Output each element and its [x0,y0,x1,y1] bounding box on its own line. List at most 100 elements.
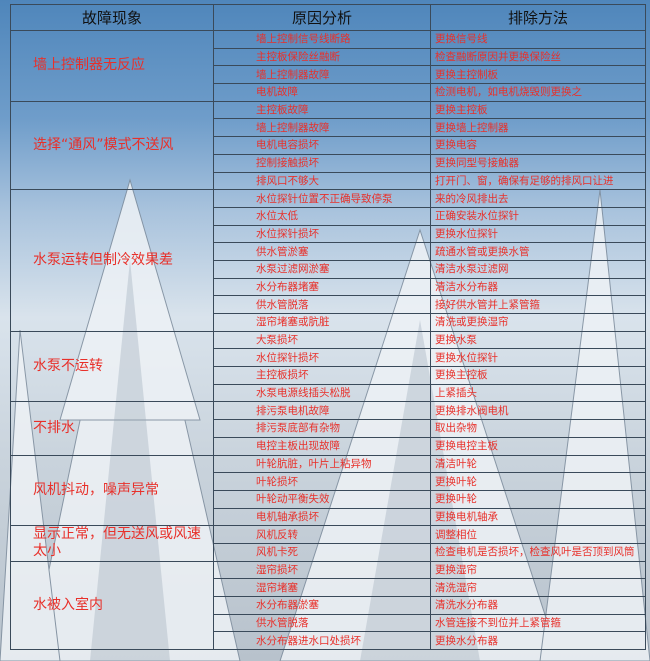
table-row: 水分布器进水口处损坏 更换水分布器 [11,631,646,651]
troubleshooting-table: 故障现象 原因分析 排除方法 墙上控制器无反应 墙上控制信号线断路 更换信号线 主控板… [10,4,646,651]
cause-cell: 电机轴承损坏 [213,507,431,527]
table-row: 选择“通风”模式不送风 主控板故障 更换主控板 [10,100,646,191]
table-row: 风机抖动，噪声异常 叶轮肮脏，叶片上粘异物 清洁叶轮 [10,454,646,527]
fix-cell: 清洗或更换湿帘 [430,313,646,332]
fix-cell: 来的冷风排出去 [430,189,646,208]
fix-cell: 打开门、窗，确保有足够的排风口让进 [430,171,646,191]
cause-cell: 供水管淤塞 [213,242,431,261]
table-row: 叶轮动平衡失效 更换叶轮 [11,489,646,509]
fix-cell: 清洁水泵过滤网 [430,259,646,279]
cause-cell: 水分布器堵塞 [213,277,431,297]
symptom-cell: 选择“通风”模式不送风 [10,100,214,191]
cause-cell: 风机卡死 [213,542,431,562]
table-body: 墙上控制器无反应 墙上控制信号线断路 更换信号线 主控板保险丝融断 检查融断原因并更换保… [10,30,646,651]
cause-cell: 风机反转 [213,525,431,544]
table-row: 湿帘堵塞 清洗湿帘 [11,578,646,597]
fix-cell: 清洁水分布器 [430,277,646,297]
table-row: 叶轮损坏 更换叶轮 [11,472,646,491]
symptom-cell: 不排水 [10,401,214,456]
cause-cell: 主控板损坏 [213,366,431,385]
cause-cell: 水分布器淤塞 [213,596,431,615]
header-fix: 排除方法 [430,4,646,31]
symptom-cell: 水泵运转但制冷效果差 [10,189,214,332]
cause-cell: 叶轮动平衡失效 [213,489,431,509]
cause-cell: 水位探针损坏 [213,348,431,368]
table-row: 不排水 排污泵电机故障 更换排水阀电机 [10,401,646,456]
cause-cell: 供水管脱落 [213,295,431,314]
fix-cell: 清洗湿帘 [430,578,646,597]
cause-cell: 湿帘堵塞或肮脏 [213,313,431,332]
table-row: 电机轴承损坏 更换电机轴承 [11,507,646,527]
fix-cell: 取出杂物 [430,419,646,438]
fix-cell: 更换主控制板 [430,65,646,85]
cause-cell: 电机故障 [213,83,431,102]
table-row: 显示正常，但无送风或风速太小 风机反转 调整相位 [10,525,646,562]
cause-cell: 水位探针损坏 [213,224,431,244]
table-row: 水泵运转但制冷效果差 水位探针位置不正确导致停泵 来的冷风排出去 [10,189,646,332]
symptom-cell: 墙上控制器无反应 [10,30,214,102]
cause-cell: 控制接触损坏 [213,153,431,173]
symptom-cell: 风机抖动，噪声异常 [10,454,214,527]
fix-cell: 调整相位 [430,525,646,544]
cause-cell: 水位太低 [213,206,431,226]
fix-cell: 检查融断原因并更换保险丝 [430,47,646,67]
cause-cell: 叶轮肮脏，叶片上粘异物 [213,454,431,474]
fix-cell: 接好供水管并上紧管箍 [430,295,646,314]
fix-cell: 清洁叶轮 [430,454,646,474]
cause-cell: 墙上控制器故障 [213,65,431,85]
fix-cell: 更换主控板 [430,366,646,385]
cause-cell: 湿帘堵塞 [213,578,431,597]
fix-cell: 更换主控板 [430,100,646,120]
table-row: 水泵过滤网淤塞 清洁水泵过滤网 [11,259,646,279]
table-row: 主控板损坏 更换主控板 [11,366,646,385]
fix-cell: 更换电容 [430,136,646,155]
table-row: 风机卡死 检查电机是否损坏，检查风叶是否顶到风筒 [11,542,646,562]
symptom-cell: 水被入室内 [10,560,214,651]
header-row: 故障现象 原因分析 排除方法 [10,4,646,31]
table-row: 水被入室内 湿帘损坏 更换湿帘 [10,560,646,651]
cause-cell: 主控板故障 [213,100,431,120]
table-row: 墙上控制器无反应 墙上控制信号线断路 更换信号线 [10,30,646,102]
cause-cell: 电机电容损坏 [213,136,431,155]
cause-cell: 墙上控制器故障 [213,118,431,138]
cause-cell: 大泵损坏 [213,330,431,350]
cause-cell: 电控主板出现故障 [213,436,431,456]
fix-cell: 正确安装水位探针 [430,206,646,226]
cause-cell: 水位探针位置不正确导致停泵 [213,189,431,208]
fix-cell: 更换湿帘 [430,560,646,580]
table-row: 供水管脱落 接好供水管并上紧管箍 [11,295,646,314]
table-row: 控制接触损坏 更换同型号接触器 [11,153,646,173]
fix-cell: 更换墙上控制器 [430,118,646,138]
fix-cell: 上紧插头 [430,383,646,403]
table-row: 墙上控制器故障 更换墙上控制器 [11,118,646,138]
fix-cell: 更换排水阀电机 [430,401,646,421]
fix-cell: 更换叶轮 [430,489,646,509]
table-row: 电控主板出现故障 更换电控主板 [11,436,646,456]
table-row: 水泵不运转 大泵损坏 更换水泵 [10,330,646,403]
fix-cell: 更换信号线 [430,30,646,49]
table-row: 排污泵底部有杂物 取出杂物 [11,419,646,438]
cause-cell: 墙上控制信号线断路 [213,30,431,49]
cause-cell: 主控板保险丝融断 [213,47,431,67]
cause-cell: 水泵电源线插头松脱 [213,383,431,403]
cause-cell: 水分布器进水口处损坏 [213,631,431,651]
fix-cell: 更换电机轴承 [430,507,646,527]
table-row: 水泵电源线插头松脱 上紧插头 [11,383,646,403]
fix-cell: 更换水位探针 [430,348,646,368]
fix-cell: 更换叶轮 [430,472,646,491]
symptom-cell: 水泵不运转 [10,330,214,403]
cause-cell: 排风口不够大 [213,171,431,191]
fix-cell: 更换水位探针 [430,224,646,244]
cause-cell: 叶轮损坏 [213,472,431,491]
fix-cell: 检测电机，如电机烧毁则更换之 [430,83,646,102]
table-row: 墙上控制器故障 更换主控制板 [11,65,646,85]
cause-cell: 供水管脱落 [213,613,431,633]
symptom-cell: 显示正常，但无送风或风速太小 [10,525,214,562]
cause-cell: 排污泵电机故障 [213,401,431,421]
header-symptom: 故障现象 [10,4,214,31]
cause-cell: 水泵过滤网淤塞 [213,259,431,279]
fix-cell: 水管连接不到位并上紧管箍 [430,613,646,633]
table-row: 水位探针损坏 更换水位探针 [11,224,646,244]
cause-cell: 排污泵底部有杂物 [213,419,431,438]
fix-cell: 更换水分布器 [430,631,646,651]
